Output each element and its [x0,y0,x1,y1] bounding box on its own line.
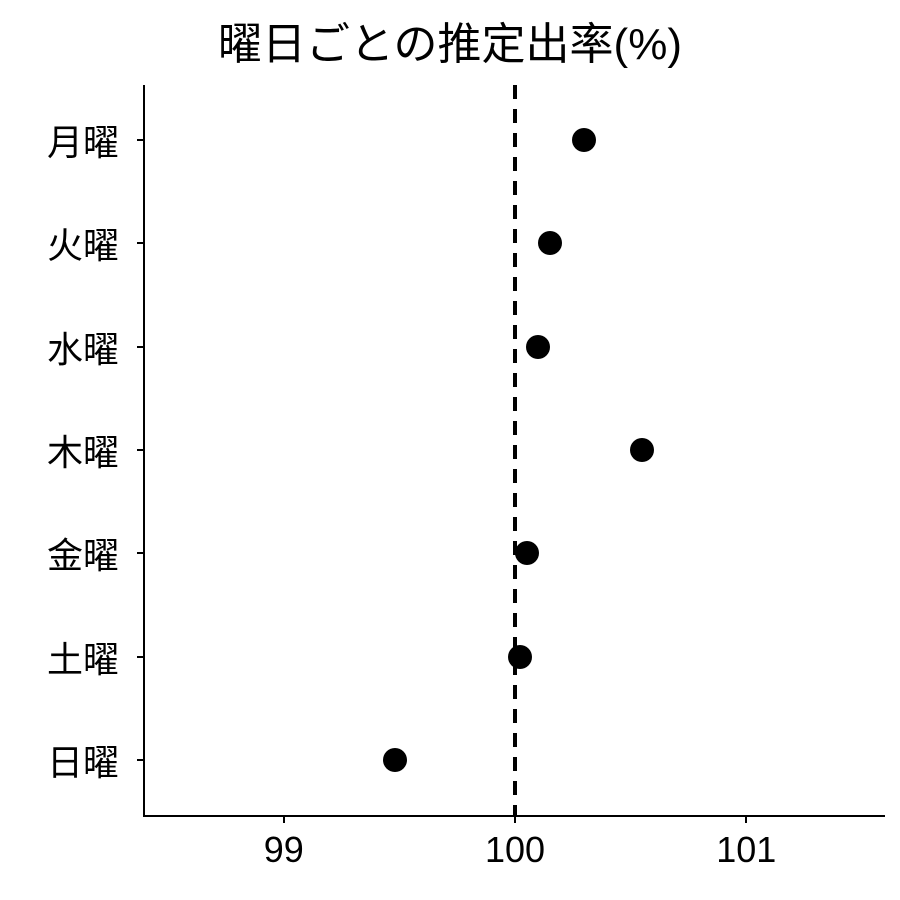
chart-title: 曜日ごとの推定出率(%) [0,8,900,72]
chart-container: 曜日ごとの推定出率(%) 99 100 101 月曜火曜水曜木曜金曜土曜日曜 [0,0,900,900]
data-point [515,541,539,565]
y-tick-label: 月曜 [47,114,119,166]
y-tick-mark [137,759,145,761]
y-tick-label: 火曜 [47,217,119,269]
x-tick-mark [514,815,516,823]
x-tick-label: 101 [716,829,776,871]
y-tick-label: 金曜 [47,527,119,579]
y-tick-mark [137,552,145,554]
data-point [630,438,654,462]
x-tick-label: 100 [485,829,545,871]
data-point [526,335,550,359]
x-tick-label: 99 [264,829,304,871]
y-tick-label: 水曜 [47,321,119,373]
y-tick-mark [137,449,145,451]
y-tick-label: 土曜 [47,631,119,683]
y-axis-line [143,85,145,817]
x-tick-mark [745,815,747,823]
data-point [508,645,532,669]
y-tick-mark [137,242,145,244]
y-tick-mark [137,139,145,141]
data-point [383,748,407,772]
reference-line [513,85,517,815]
y-tick-mark [137,656,145,658]
data-point [538,231,562,255]
data-point [572,128,596,152]
x-tick-mark [283,815,285,823]
y-tick-mark [137,346,145,348]
y-tick-label: 木曜 [47,424,119,476]
y-tick-label: 日曜 [47,734,119,786]
